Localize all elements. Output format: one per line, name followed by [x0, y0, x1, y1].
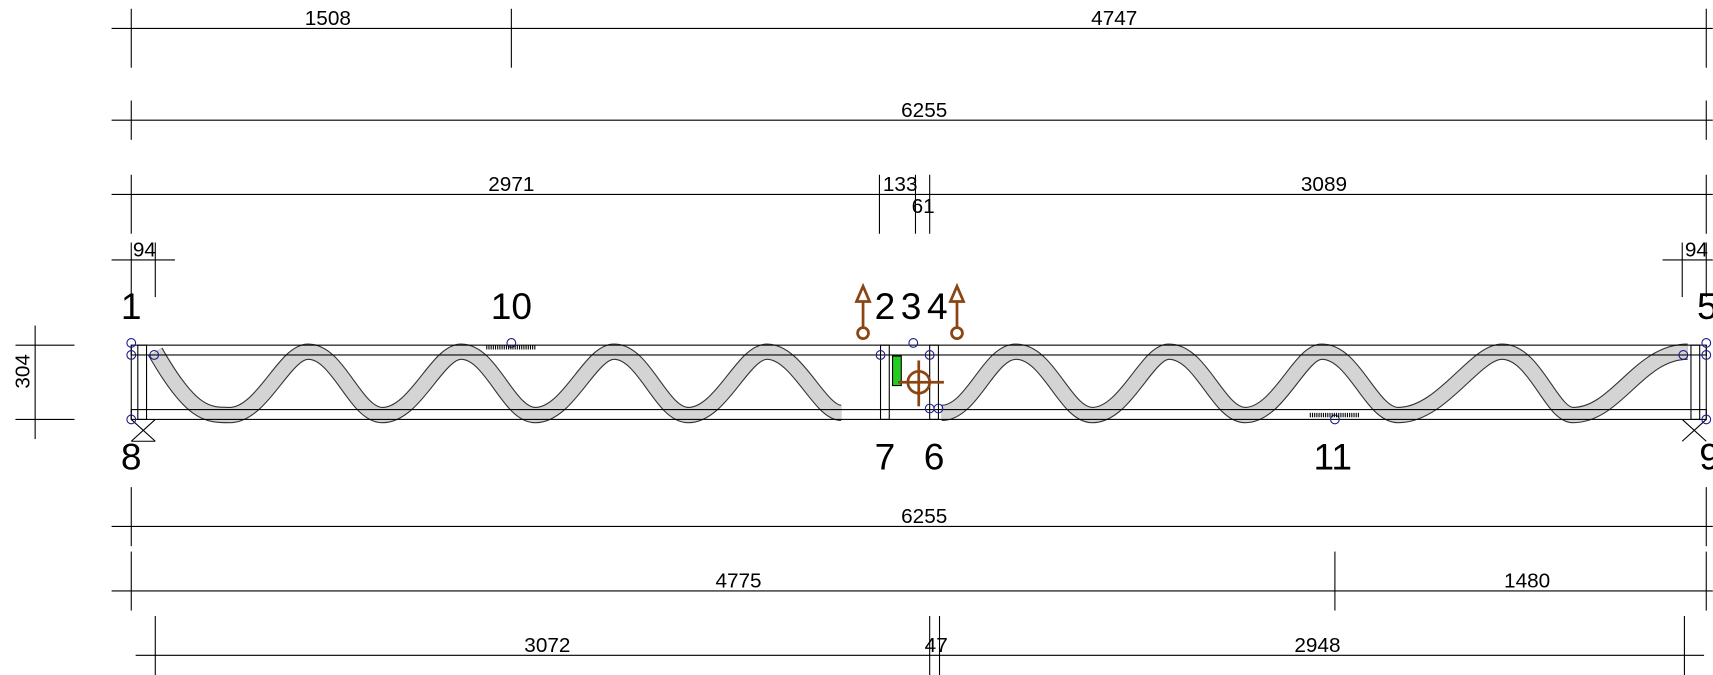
node-label: 6 [924, 436, 945, 478]
truss [126, 282, 1712, 442]
node-label: 7 [875, 436, 896, 478]
dimension-label: 61 [912, 195, 935, 218]
web [940, 344, 1689, 423]
node-label: 10 [491, 285, 532, 327]
node-label: 1 [121, 285, 142, 327]
dimension-label: 4775 [715, 570, 761, 593]
green-element [891, 355, 902, 387]
dimension-label: 133 [883, 173, 918, 196]
dimension-label: 47 [925, 634, 948, 657]
node-label: 4 [927, 285, 948, 327]
dimension-label: 6255 [901, 505, 947, 528]
dimension-label: 94 [1685, 239, 1708, 262]
node-label: 3 [901, 285, 922, 327]
node-label: 11 [1313, 436, 1352, 478]
supports [854, 282, 966, 407]
web [149, 344, 843, 423]
node-label: 9 [1699, 436, 1713, 478]
node-label: 2 [875, 285, 896, 327]
load-marks [486, 345, 1361, 418]
dimension-label: 3072 [524, 634, 570, 657]
dimension-label: 3089 [1301, 173, 1347, 196]
dimension-label: 6255 [901, 99, 947, 122]
node-label: 8 [121, 436, 142, 478]
dimension-label: 1480 [1504, 570, 1550, 593]
dimension-lines [15, 8, 1713, 675]
dimension-label: 2971 [488, 173, 534, 196]
dimension-label: 304 [12, 354, 35, 389]
node-label: 5 [1697, 285, 1713, 327]
dimension-label: 4747 [1091, 7, 1137, 30]
dimension-label: 2948 [1294, 634, 1340, 657]
dimension-label: 1508 [305, 7, 351, 30]
dimension-label: 94 [133, 239, 156, 262]
